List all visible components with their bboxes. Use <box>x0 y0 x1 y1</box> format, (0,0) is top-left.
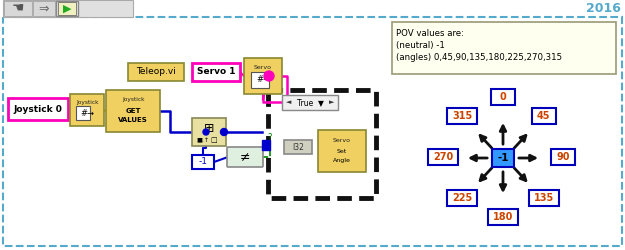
Text: True  ▼: True ▼ <box>297 98 324 107</box>
FancyBboxPatch shape <box>392 22 616 74</box>
FancyBboxPatch shape <box>192 63 240 81</box>
FancyBboxPatch shape <box>227 147 263 167</box>
FancyBboxPatch shape <box>529 190 559 206</box>
Text: 90: 90 <box>556 152 570 162</box>
FancyBboxPatch shape <box>488 209 518 225</box>
FancyBboxPatch shape <box>262 140 270 150</box>
FancyBboxPatch shape <box>3 0 133 17</box>
Text: 315: 315 <box>452 111 472 121</box>
Text: ▶: ▶ <box>62 4 71 14</box>
Text: ⇒: ⇒ <box>39 2 49 16</box>
FancyBboxPatch shape <box>448 190 478 206</box>
Text: Servo: Servo <box>333 138 351 143</box>
Circle shape <box>221 128 228 136</box>
Text: ◄: ◄ <box>286 100 291 105</box>
Text: ☚: ☚ <box>12 2 24 16</box>
FancyBboxPatch shape <box>282 95 338 110</box>
Text: -1: -1 <box>498 153 509 163</box>
Text: Joystick: Joystick <box>76 100 98 105</box>
Text: 135: 135 <box>534 193 554 203</box>
Text: VALUES: VALUES <box>118 117 148 123</box>
FancyBboxPatch shape <box>244 58 282 94</box>
Circle shape <box>203 129 209 135</box>
FancyBboxPatch shape <box>428 149 458 165</box>
FancyBboxPatch shape <box>318 130 366 172</box>
Text: Joystick 0: Joystick 0 <box>14 104 63 114</box>
FancyBboxPatch shape <box>33 1 55 16</box>
FancyBboxPatch shape <box>251 72 269 88</box>
Text: #→: #→ <box>256 76 270 84</box>
FancyBboxPatch shape <box>192 118 226 146</box>
Text: Set: Set <box>337 149 347 154</box>
Text: Teleop.vi: Teleop.vi <box>136 68 176 76</box>
Text: □: □ <box>210 137 217 143</box>
Text: -1: -1 <box>199 158 208 166</box>
Text: 225: 225 <box>452 193 472 203</box>
Text: 270: 270 <box>433 152 453 162</box>
Text: Joystick: Joystick <box>122 97 144 102</box>
FancyBboxPatch shape <box>3 17 622 246</box>
FancyBboxPatch shape <box>128 63 184 81</box>
Text: 45: 45 <box>537 111 551 121</box>
FancyBboxPatch shape <box>58 2 76 15</box>
Text: ?: ? <box>268 134 272 142</box>
FancyBboxPatch shape <box>268 90 376 198</box>
Text: GET: GET <box>125 108 141 114</box>
FancyBboxPatch shape <box>551 149 575 165</box>
Text: 2016: 2016 <box>586 2 621 16</box>
Text: 180: 180 <box>493 212 513 222</box>
FancyBboxPatch shape <box>492 149 514 167</box>
FancyBboxPatch shape <box>106 90 160 132</box>
FancyBboxPatch shape <box>76 106 90 120</box>
Text: ►: ► <box>329 100 334 105</box>
Text: #→: #→ <box>80 110 94 118</box>
Circle shape <box>264 71 274 81</box>
FancyBboxPatch shape <box>8 98 68 120</box>
Text: ≠: ≠ <box>240 150 250 164</box>
Text: ⊞: ⊞ <box>204 122 214 134</box>
FancyBboxPatch shape <box>56 1 78 16</box>
Text: (neutral) -1: (neutral) -1 <box>396 41 445 50</box>
FancyBboxPatch shape <box>4 1 32 16</box>
Text: Angle: Angle <box>333 158 351 163</box>
FancyBboxPatch shape <box>491 89 515 105</box>
Text: 0: 0 <box>499 92 506 102</box>
Text: I32: I32 <box>292 142 304 152</box>
Text: (angles) 0,45,90,135,180,225,270,315: (angles) 0,45,90,135,180,225,270,315 <box>396 53 562 62</box>
FancyBboxPatch shape <box>532 108 556 124</box>
Text: Servo: Servo <box>254 65 272 70</box>
Text: Servo 1: Servo 1 <box>197 68 235 76</box>
Text: POV values are:: POV values are: <box>396 29 464 38</box>
FancyBboxPatch shape <box>284 140 312 154</box>
FancyBboxPatch shape <box>70 94 104 126</box>
FancyBboxPatch shape <box>192 155 214 169</box>
FancyBboxPatch shape <box>448 108 478 124</box>
Text: ■.↑: ■.↑ <box>196 138 209 142</box>
